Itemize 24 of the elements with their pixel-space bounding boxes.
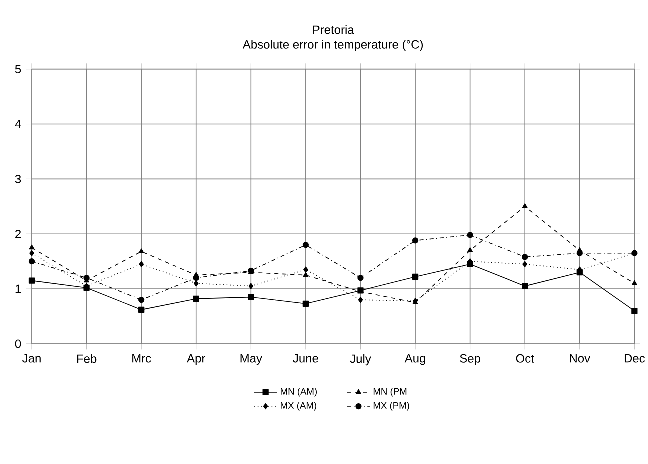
x-tick-label: Jan bbox=[22, 354, 41, 363]
legend-label: MN (AM) bbox=[281, 388, 318, 397]
chart-title: Pretoria bbox=[313, 25, 354, 34]
x-tick-label: Mrc bbox=[132, 354, 152, 363]
y-tick-label: 3 bbox=[15, 174, 22, 184]
x-tick-label: May bbox=[240, 354, 262, 366]
x-tick-label: Apr bbox=[187, 354, 206, 366]
y-tick-label: 4 bbox=[15, 120, 22, 128]
y-tick-label: 1 bbox=[16, 284, 22, 294]
x-tick-label: Dec bbox=[624, 354, 646, 363]
legend-label: MN (PM bbox=[374, 388, 407, 397]
x-tick-label: Oct bbox=[516, 354, 534, 363]
x-tick-label: July bbox=[350, 354, 372, 366]
y-tick-label: 0 bbox=[15, 340, 22, 348]
x-tick-label: June bbox=[293, 354, 318, 363]
y-tick-label: 5 bbox=[15, 65, 22, 74]
y-tick-label: 2 bbox=[16, 230, 21, 238]
legend-label: MX (PM) bbox=[374, 402, 410, 411]
x-tick-label: Aug bbox=[404, 354, 426, 366]
x-tick-label: Sep bbox=[460, 354, 480, 366]
chart-subtitle: Absolute error in temperature (°C) bbox=[242, 40, 424, 52]
legend-label: MX (AM) bbox=[281, 402, 316, 411]
x-tick-label: Nov bbox=[570, 354, 591, 363]
x-tick-label: Feb bbox=[77, 354, 97, 364]
